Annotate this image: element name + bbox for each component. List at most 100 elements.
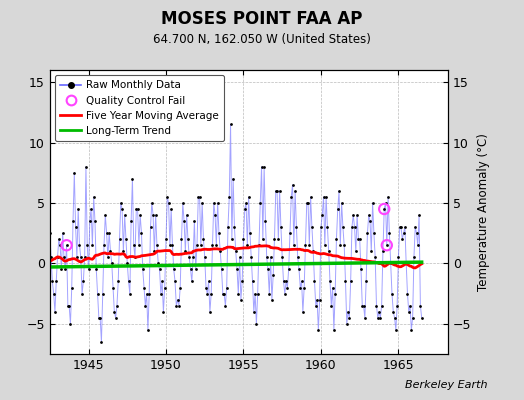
Point [251, 290, 259, 297]
Point [226, 121, 235, 128]
Point [274, 236, 282, 242]
Point [188, 278, 196, 285]
Point [349, 212, 357, 218]
Point [330, 327, 338, 333]
Point [96, 314, 104, 321]
Point [408, 314, 417, 321]
Point [117, 200, 125, 206]
Point [363, 230, 372, 236]
Point [237, 296, 245, 303]
Point [148, 200, 156, 206]
Point [254, 290, 262, 297]
Point [219, 290, 227, 297]
Point [79, 278, 88, 285]
Point [48, 278, 57, 285]
Point [384, 194, 392, 200]
Point [358, 302, 366, 309]
Point [68, 284, 76, 291]
Point [332, 236, 341, 242]
Point [259, 236, 267, 242]
Point [270, 236, 279, 242]
Point [64, 302, 72, 309]
Point [348, 224, 356, 230]
Point [263, 254, 271, 260]
Point [194, 194, 202, 200]
Point [132, 206, 140, 212]
Point [203, 290, 212, 297]
Point [324, 248, 333, 254]
Point [372, 302, 380, 309]
Point [196, 242, 205, 248]
Point [91, 218, 99, 224]
Point [290, 242, 298, 248]
Point [51, 308, 59, 315]
Point [403, 290, 412, 297]
Point [71, 224, 80, 230]
Point [388, 290, 396, 297]
Point [204, 278, 213, 285]
Y-axis label: Temperature Anomaly (°C): Temperature Anomaly (°C) [477, 133, 490, 291]
Point [66, 320, 74, 327]
Point [329, 284, 337, 291]
Point [339, 224, 347, 230]
Point [277, 224, 285, 230]
Point [207, 290, 215, 297]
Point [361, 314, 369, 321]
Point [234, 290, 243, 297]
Point [69, 218, 77, 224]
Point [359, 302, 368, 309]
Point [151, 212, 160, 218]
Point [154, 260, 162, 266]
Point [335, 188, 343, 194]
Point [155, 266, 163, 273]
Point [252, 320, 260, 327]
Point [334, 206, 342, 212]
Point [118, 206, 126, 212]
Point [321, 242, 329, 248]
Point [170, 266, 178, 273]
Point [129, 242, 138, 248]
Point [401, 224, 409, 230]
Point [163, 194, 171, 200]
Point [314, 327, 323, 333]
Point [227, 236, 236, 242]
Point [261, 218, 270, 224]
Point [282, 278, 290, 285]
Point [212, 242, 221, 248]
Point [410, 254, 418, 260]
Point [216, 248, 224, 254]
Point [402, 260, 410, 266]
Point [99, 290, 107, 297]
Point [101, 212, 110, 218]
Point [293, 254, 302, 260]
Point [220, 290, 228, 297]
Point [313, 296, 321, 303]
Point [371, 254, 379, 260]
Point [141, 302, 149, 309]
Point [126, 290, 134, 297]
Point [82, 164, 90, 170]
Point [225, 194, 234, 200]
Point [199, 236, 208, 242]
Point [229, 176, 237, 182]
Point [46, 230, 54, 236]
Point [266, 254, 275, 260]
Point [54, 236, 63, 242]
Point [239, 236, 248, 242]
Point [298, 278, 306, 285]
Point [159, 308, 168, 315]
Point [319, 194, 328, 200]
Point [171, 278, 179, 285]
Point [150, 248, 159, 254]
Point [295, 266, 303, 273]
Point [368, 200, 377, 206]
Point [167, 206, 176, 212]
Point [223, 284, 231, 291]
Point [300, 284, 308, 291]
Point [255, 242, 263, 248]
Point [190, 218, 199, 224]
Point [107, 260, 116, 266]
Point [144, 327, 152, 333]
Point [380, 206, 388, 212]
Point [343, 320, 351, 327]
